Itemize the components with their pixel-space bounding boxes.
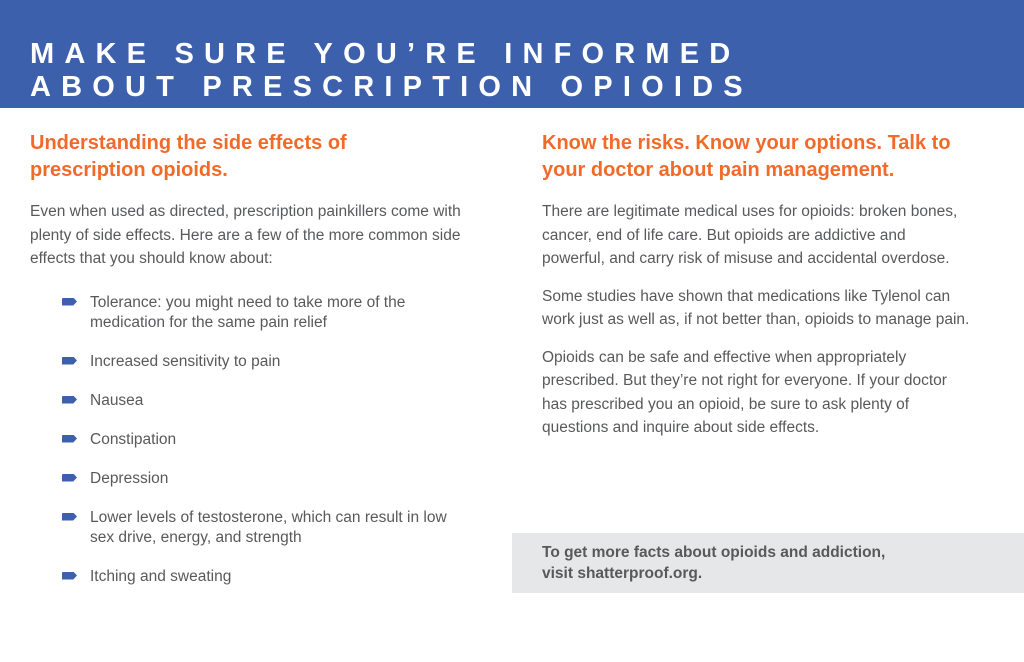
arrow-bullet-icon bbox=[62, 512, 77, 521]
list-item-text: Lower levels of testosterone, which can … bbox=[90, 508, 447, 546]
arrow-bullet-icon bbox=[62, 395, 77, 404]
list-item-text: Itching and sweating bbox=[90, 567, 232, 585]
list-item: Constipation bbox=[30, 430, 480, 450]
title-line-2: ABOUT PRESCRIPTION OPIOIDS bbox=[30, 71, 753, 103]
callout-line: To get more facts about opioids and addi… bbox=[542, 544, 886, 561]
heading-line: Understanding the side effects of bbox=[30, 132, 347, 154]
arrow-bullet-icon bbox=[62, 434, 77, 443]
heading-line: prescription opioids. bbox=[30, 159, 228, 181]
arrow-bullet-icon bbox=[62, 571, 77, 580]
list-item: Tolerance: you might need to take more o… bbox=[30, 293, 480, 333]
risks-paragraph: Opioids can be safe and effective when a… bbox=[542, 348, 947, 437]
arrow-bullet-icon bbox=[62, 356, 77, 365]
arrow-bullet-icon bbox=[62, 473, 77, 482]
side-effects-intro: Even when used as directed, prescription… bbox=[30, 203, 461, 267]
arrow-bullet-icon bbox=[62, 297, 77, 306]
list-item-text: Increased sensitivity to pain bbox=[90, 352, 281, 370]
side-effects-heading: Understanding the side effects of prescr… bbox=[30, 130, 480, 184]
page-title: MAKE SURE YOU’RE INFORMED ABOUT PRESCRIP… bbox=[30, 38, 753, 104]
list-item-text: Constipation bbox=[90, 430, 177, 448]
header-banner: MAKE SURE YOU’RE INFORMED ABOUT PRESCRIP… bbox=[0, 0, 1024, 108]
heading-line: your doctor about pain management. bbox=[542, 159, 895, 181]
side-effects-column: Understanding the side effects of prescr… bbox=[30, 130, 480, 606]
risks-paragraph: Some studies have shown that medications… bbox=[542, 287, 970, 329]
list-item: Increased sensitivity to pain bbox=[30, 352, 480, 372]
list-item: Lower levels of testosterone, which can … bbox=[30, 508, 480, 548]
title-line-1: MAKE SURE YOU’RE INFORMED bbox=[30, 38, 741, 70]
risks-paragraph: There are legitimate medical uses for op… bbox=[542, 203, 958, 267]
risks-heading: Know the risks. Know your options. Talk … bbox=[542, 130, 992, 184]
heading-line: Know the risks. Know your options. Talk … bbox=[542, 132, 951, 154]
list-item: Depression bbox=[30, 469, 480, 489]
risks-column: Know the risks. Know your options. Talk … bbox=[542, 130, 992, 454]
list-item: Itching and sweating bbox=[30, 567, 480, 587]
side-effects-list: Tolerance: you might need to take more o… bbox=[30, 293, 480, 587]
list-item-text: Depression bbox=[90, 469, 169, 487]
callout-line: visit shatterproof.org. bbox=[542, 565, 703, 582]
list-item: Nausea bbox=[30, 391, 480, 411]
list-item-text: Tolerance: you might need to take more o… bbox=[90, 293, 406, 331]
more-facts-callout: To get more facts about opioids and addi… bbox=[512, 533, 1024, 593]
list-item-text: Nausea bbox=[90, 391, 144, 409]
